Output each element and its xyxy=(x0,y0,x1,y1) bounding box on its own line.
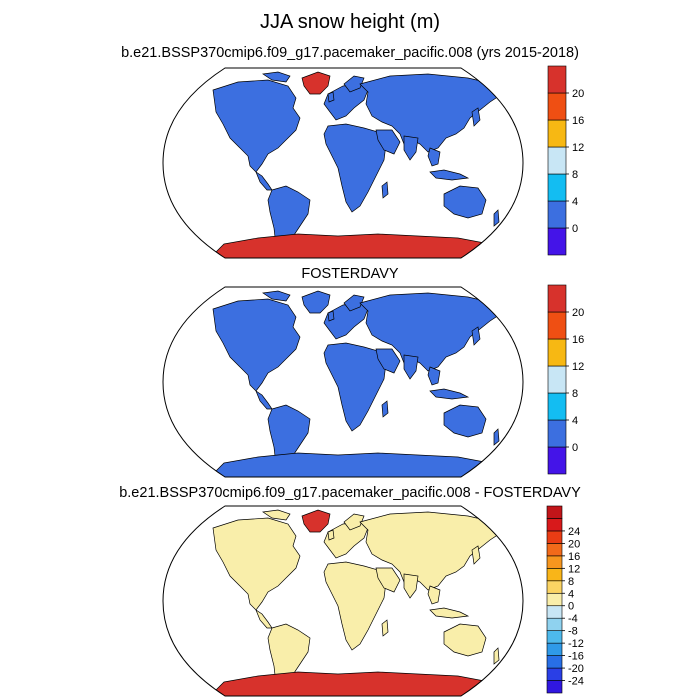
colorbar-tick-label: 8 xyxy=(572,169,578,181)
map-outline xyxy=(162,67,524,259)
colorbar-tick-label: 0 xyxy=(572,442,578,454)
colorbar-swatch xyxy=(546,592,563,607)
colorbar-2: 0 4 8 12 16 20 xyxy=(547,284,584,475)
colorbar-tick-label: 16 xyxy=(568,551,580,563)
map-outline xyxy=(162,505,524,697)
colorbar-swatch xyxy=(546,655,563,669)
colorbar-swatch xyxy=(546,555,563,569)
colorbar-tick-label: 16 xyxy=(572,115,584,127)
panel-1-title: b.e21.BSSP370cmip6.f09_g17.pacemaker_pac… xyxy=(121,45,579,61)
colorbar-swatch xyxy=(547,392,567,421)
colorbar-tick-label: -24 xyxy=(568,676,584,688)
map-panel-1 xyxy=(162,67,524,259)
colorbar-tick-label: 4 xyxy=(568,588,574,600)
colorbar-tick-label: 0 xyxy=(572,223,578,235)
colorbar-tick-label: 12 xyxy=(568,563,580,575)
colorbar-tick-label: 24 xyxy=(568,526,580,538)
colorbar-tick-label: 20 xyxy=(572,88,584,100)
colorbar-tick-label: 4 xyxy=(572,415,578,427)
colorbar-swatch xyxy=(546,667,563,681)
colorbar-tick-label: -8 xyxy=(568,626,578,638)
colorbar-swatch xyxy=(547,227,567,256)
colorbar-swatch xyxy=(546,543,563,557)
colorbar-tick-label: 12 xyxy=(572,142,584,154)
figure-title: JJA snow height (m) xyxy=(259,11,441,33)
colorbar-swatch xyxy=(546,518,563,532)
map-outline xyxy=(162,286,524,478)
colorbar-swatch xyxy=(547,284,567,313)
colorbar-tick-label: 12 xyxy=(572,361,584,373)
colorbar-tick-label: 8 xyxy=(572,388,578,400)
colorbar-swatch xyxy=(547,119,567,148)
colorbar-swatch xyxy=(546,642,563,656)
colorbar-swatch xyxy=(546,617,563,631)
colorbar-swatch xyxy=(546,505,563,519)
colorbar-tick-label: -16 xyxy=(568,651,584,663)
colorbar-tick-label: 20 xyxy=(568,538,580,550)
colorbar-swatch xyxy=(547,200,567,229)
colorbar-swatch xyxy=(546,605,563,619)
colorbar-1: 0 4 8 12 16 20 xyxy=(547,65,584,256)
colorbar-swatch xyxy=(547,146,567,175)
colorbar-swatch xyxy=(546,680,563,694)
panel-2-title: FOSTERDAVY xyxy=(301,266,399,282)
colorbar-swatch xyxy=(546,568,563,582)
colorbar-swatch xyxy=(547,173,567,202)
colorbar-tick-label: -4 xyxy=(568,613,578,625)
colorbar-swatch xyxy=(547,65,567,94)
colorbar-tick-label: 16 xyxy=(572,334,584,346)
panel-3-title: b.e21.BSSP370cmip6.f09_g17.pacemaker_pac… xyxy=(119,485,581,501)
map-panel-2 xyxy=(162,286,524,478)
colorbar-tick-label: 8 xyxy=(568,576,574,588)
colorbar-tick-label: -12 xyxy=(568,638,584,650)
colorbar-swatch xyxy=(546,580,563,594)
map-panel-3 xyxy=(162,505,524,697)
colorbar-tick-label: -20 xyxy=(568,663,584,675)
colorbar-swatch xyxy=(547,419,567,448)
colorbar-swatch xyxy=(546,630,563,644)
colorbar-tick-label: 4 xyxy=(572,196,578,208)
colorbar-tick-label: 20 xyxy=(572,307,584,319)
colorbar-swatch xyxy=(547,338,567,367)
colorbar-swatch xyxy=(547,365,567,394)
colorbar-swatch xyxy=(547,311,567,340)
colorbar-swatch xyxy=(546,530,563,544)
colorbar-tick-label: 0 xyxy=(568,601,574,613)
colorbar-swatch xyxy=(547,92,567,121)
colorbar-swatch xyxy=(547,446,567,475)
